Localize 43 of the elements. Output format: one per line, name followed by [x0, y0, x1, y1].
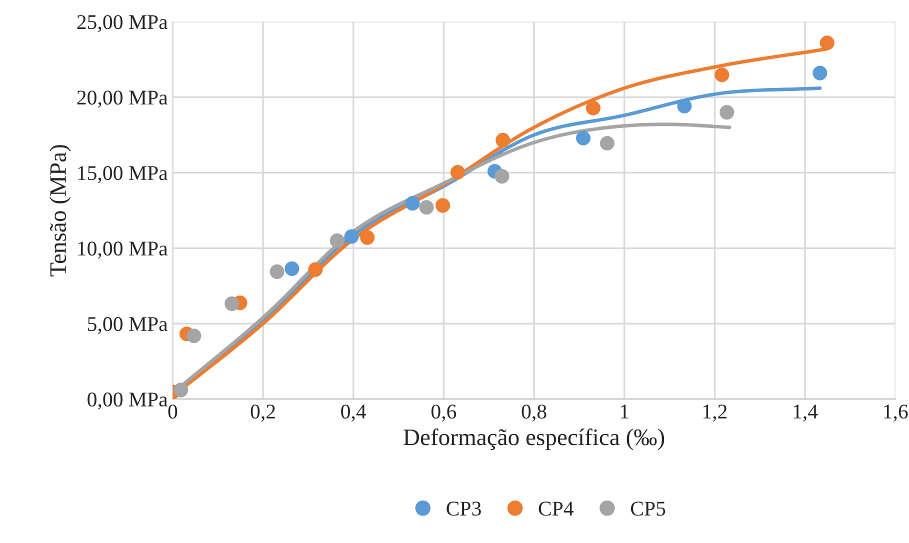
x-axis-title: Deformação específica (‰) [404, 428, 664, 450]
point [496, 132, 510, 148]
point [174, 382, 188, 398]
point [330, 233, 344, 248]
point [344, 229, 359, 244]
point [494, 169, 510, 184]
point [600, 136, 614, 151]
y-axis-title: Tensão (MPa) [49, 145, 71, 276]
y-tick-label: 5,00 MPa [88, 317, 168, 334]
legend-label: CP5 [630, 502, 666, 516]
point [186, 328, 202, 344]
legend-label: CP4 [538, 502, 574, 516]
y-tick-label: 20,00 MPa [77, 90, 168, 108]
point [677, 98, 692, 114]
x-tick-label: 0,8 [522, 404, 546, 422]
point [436, 198, 450, 213]
point [576, 130, 591, 146]
point [360, 230, 375, 245]
y-tick-label: 10,00 MPa [78, 242, 168, 259]
point [586, 100, 600, 116]
point [405, 196, 420, 211]
y-tick-label: 0,00 MPa [88, 392, 168, 410]
x-tick-label: 1,6 [884, 404, 908, 422]
point [270, 264, 284, 279]
x-tick-label: 0 [168, 404, 178, 419]
point [284, 261, 300, 276]
point [812, 66, 828, 80]
x-tick-label: 0,6 [431, 404, 456, 422]
y-tick-label: 25,00 MPa [77, 15, 168, 32]
point [308, 262, 323, 277]
point [714, 68, 730, 82]
point [820, 36, 834, 50]
x-tick-label: 1 [620, 404, 628, 418]
point [224, 296, 240, 311]
point [720, 105, 734, 120]
x-tick-label: 1,2 [704, 404, 727, 422]
y-tick-label: 15,00 MPa [78, 166, 168, 184]
point [419, 200, 434, 215]
x-tick-label: 1,4 [794, 404, 818, 422]
x-tick-label: 0,2 [250, 404, 275, 422]
point [450, 164, 465, 180]
legend-label: CP3 [446, 502, 481, 516]
x-tick-label: 0,4 [341, 404, 366, 422]
